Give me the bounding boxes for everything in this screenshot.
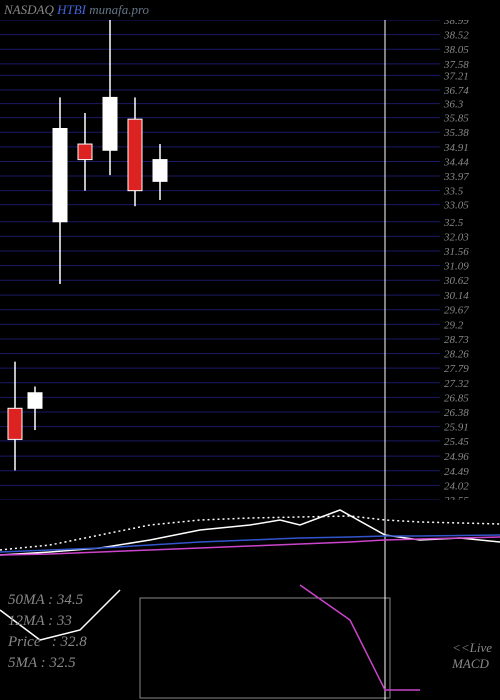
svg-text:29.67: 29.67	[444, 305, 469, 317]
indicator-svg	[0, 500, 500, 580]
main-candlestick-chart[interactable]: 38.99 38.52 38.05 37.5837.21 36.74 36.3 35.85 3…	[0, 20, 500, 500]
svg-text:26.38: 26.38	[444, 407, 469, 419]
svg-text:28.26: 28.26	[444, 349, 469, 361]
svg-text:36.3: 36.3	[443, 99, 464, 111]
stat-50ma: 50MA : 34.5	[8, 590, 87, 611]
stats-panel: 50MA : 34.5 12MA : 33 Price : 32.8 5MA :…	[8, 590, 87, 674]
stat-12ma: 12MA : 33	[8, 611, 87, 632]
svg-text:35.85: 35.85	[443, 113, 469, 125]
svg-text:25.45: 25.45	[444, 436, 469, 448]
svg-text:37.58: 37.58	[443, 59, 469, 71]
svg-text:28.73: 28.73	[444, 334, 469, 346]
svg-text:30.14: 30.14	[443, 290, 469, 302]
svg-text:30.62: 30.62	[443, 275, 469, 287]
svg-text:27.79: 27.79	[444, 363, 469, 375]
svg-text:34.91: 34.91	[443, 142, 469, 154]
svg-text:37.21: 37.21	[443, 70, 469, 82]
chart-container: NASDAQ HTBI munafa.pro 38.99 38.52 38.05 37…	[0, 0, 500, 700]
svg-text:38.05: 38.05	[443, 44, 469, 56]
svg-text:34.44: 34.44	[443, 156, 469, 168]
svg-text:38.99: 38.99	[443, 20, 469, 27]
svg-text:31.09: 31.09	[443, 261, 469, 273]
svg-text:33.97: 33.97	[443, 171, 469, 183]
macd-label: <<Live MACD	[452, 640, 492, 672]
svg-text:25.91: 25.91	[444, 422, 469, 434]
stat-price: Price : 32.8	[8, 632, 87, 653]
svg-text:24.49: 24.49	[444, 466, 469, 478]
source-label: munafa.pro	[89, 2, 149, 17]
indicator-chart[interactable]	[0, 500, 500, 580]
svg-text:33.05: 33.05	[443, 200, 469, 212]
svg-text:27.32: 27.32	[444, 378, 469, 390]
chart-header: NASDAQ HTBI munafa.pro	[4, 2, 149, 18]
svg-text:36.74: 36.74	[443, 85, 469, 97]
svg-text:38.52: 38.52	[443, 30, 469, 42]
svg-text:33.5: 33.5	[443, 186, 464, 198]
svg-text:35.38: 35.38	[443, 127, 469, 139]
exchange-label: NASDAQ	[4, 2, 54, 17]
svg-text:31.56: 31.56	[443, 246, 469, 258]
svg-text:29.2: 29.2	[444, 319, 464, 331]
svg-text:24.02: 24.02	[444, 480, 469, 492]
svg-text:24.96: 24.96	[444, 451, 469, 463]
svg-text:32.03: 32.03	[443, 231, 469, 243]
stat-5ma: 5MA : 32.5	[8, 653, 87, 674]
candlestick-svg: 38.99 38.52 38.05 37.5837.21 36.74 36.3 35.85 3…	[0, 20, 500, 500]
ticker-symbol: HTBI	[57, 2, 86, 17]
svg-text:32.5: 32.5	[443, 217, 464, 229]
svg-text:26.85: 26.85	[444, 392, 469, 404]
